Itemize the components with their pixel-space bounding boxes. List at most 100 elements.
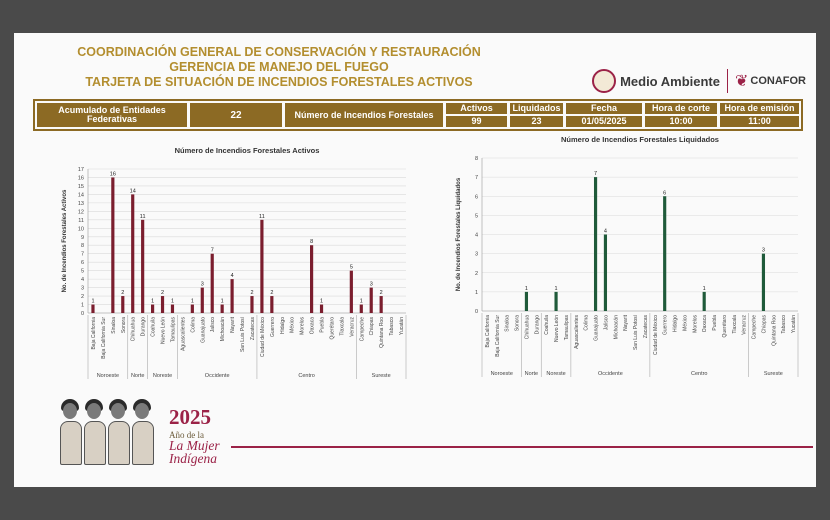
data-label: 1: [191, 299, 194, 305]
group-label: Noreste: [153, 373, 172, 379]
bottom-rule: [231, 446, 813, 448]
bar: [151, 304, 155, 313]
x-tick-label: Chiapas: [369, 317, 375, 336]
x-tick-label: Ciudad de México: [653, 315, 659, 355]
data-label: 14: [130, 188, 136, 194]
group-label: Sureste: [372, 373, 391, 379]
bar: [91, 304, 95, 313]
header-titles: COORDINACIÓN GENERAL DE CONSERVACIÓN Y R…: [14, 45, 544, 90]
y-tick-label: 6: [81, 260, 84, 266]
women-illustration: [59, 399, 155, 465]
x-tick-label: Baja California: [91, 317, 97, 350]
x-tick-label: Nayarit: [623, 314, 629, 330]
group-label: Norte: [525, 371, 538, 377]
data-label: 5: [350, 265, 353, 271]
data-label: 1: [171, 299, 174, 305]
data-label: 1: [703, 286, 706, 292]
x-tick-label: Oaxaca: [702, 315, 708, 332]
chart-title: Número de Incendios Forestales Activos: [175, 146, 320, 155]
liquidated-fires-chart: Número de Incendios Forestales Liquidado…: [456, 135, 799, 377]
x-tick-label: Nayarit: [230, 316, 236, 332]
x-tick-label: San Luis Potosí: [240, 316, 246, 352]
x-tick-label: Baja California Sur: [495, 315, 501, 357]
x-tick-label: Zacatecas: [250, 317, 256, 341]
x-tick-label: Morelos: [692, 315, 698, 333]
x-tick-label: Hidalgo: [280, 317, 286, 334]
bar: [663, 196, 667, 311]
group-label: Norte: [131, 373, 144, 379]
x-tick-label: Campeche: [359, 317, 365, 341]
data-label: 2: [121, 290, 124, 296]
active-fires-chart: Número de Incendios Forestales Activos No…: [62, 146, 407, 379]
y-tick-label: 5: [81, 269, 84, 275]
logos: Medio Ambiente ❦ CONAFOR: [592, 69, 806, 93]
bar: [702, 291, 706, 311]
bar: [379, 296, 383, 313]
x-tick-label: Chihuahua: [131, 317, 137, 341]
x-tick-label: Michoacán: [613, 315, 619, 339]
data-label: 4: [231, 273, 234, 279]
woman-figure-icon: [83, 399, 106, 465]
y-tick-label: 14: [78, 192, 84, 198]
x-tick-label: Jalisco: [210, 317, 216, 333]
bar: [111, 177, 115, 313]
y-tick-label: 16: [78, 175, 84, 181]
y-tick-label: 0: [81, 311, 84, 317]
data-label: 1: [151, 299, 154, 305]
x-tick-label: Aguascalientes: [180, 317, 186, 351]
bar: [121, 296, 125, 313]
bar: [250, 296, 254, 313]
x-tick-label: Tabasco: [389, 317, 395, 336]
x-tick-label: Sonora: [121, 317, 127, 333]
x-tick-label: Puebla: [320, 317, 326, 333]
data-label: 1: [91, 299, 94, 305]
bar: [593, 177, 598, 311]
x-tick-label: Ciudad de México: [260, 317, 266, 357]
bar: [524, 291, 529, 311]
activos-label: Activos: [446, 103, 507, 114]
data-label: 1: [221, 299, 224, 305]
x-tick-label: Durango: [141, 317, 147, 336]
y-tick-label: 10: [78, 226, 84, 232]
bar: [310, 245, 314, 313]
data-label: 2: [380, 290, 383, 296]
x-tick-label: Quintana Roo: [379, 317, 385, 348]
x-tick-label: Durango: [534, 315, 540, 334]
bar: [349, 270, 353, 313]
bar: [260, 219, 264, 313]
group-label: Noroeste: [491, 371, 513, 377]
data-label: 3: [370, 282, 373, 288]
x-tick-label: Puebla: [712, 315, 718, 331]
bar: [270, 296, 274, 313]
x-tick-label: Jalisco: [603, 315, 609, 331]
y-tick-label: 8: [81, 243, 84, 249]
woman-figure-icon: [107, 399, 130, 465]
data-label: 11: [140, 214, 146, 220]
y-tick-label: 5: [475, 213, 478, 219]
y-axis-label: No. de Incendios Forestales Activos: [62, 189, 68, 292]
liquidados-value: 23: [510, 116, 563, 127]
fecha-label: Fecha: [566, 103, 642, 114]
x-tick-label: Nuevo León: [554, 315, 560, 342]
bar: [230, 279, 234, 313]
data-label: 16: [110, 171, 116, 177]
y-tick-label: 0: [475, 309, 478, 315]
y-tick-label: 4: [475, 233, 478, 239]
stats-table: Acumulado de Entidades Federativas 22 Nú…: [33, 99, 803, 131]
x-tick-label: Sinaloa: [505, 315, 511, 332]
x-tick-label: Oaxaca: [310, 317, 316, 334]
x-tick-label: Morelos: [300, 317, 306, 335]
x-tick-label: Veracruz: [742, 315, 748, 335]
x-tick-label: Tamaulipas: [170, 317, 176, 343]
hora-corte-value: 10:00: [645, 116, 717, 127]
liquidados-label: Liquidados: [510, 103, 563, 114]
slide: COORDINACIÓN GENERAL DE CONSERVACIÓN Y R…: [14, 33, 816, 487]
bar: [200, 287, 204, 313]
y-tick-label: 3: [81, 286, 84, 292]
x-tick-label: Zacatecas: [643, 315, 649, 339]
seal-icon: [592, 69, 617, 93]
y-tick-label: 4: [81, 277, 84, 283]
bar: [131, 194, 135, 313]
bar: [141, 219, 145, 313]
x-tick-label: Tabasco: [781, 315, 787, 334]
